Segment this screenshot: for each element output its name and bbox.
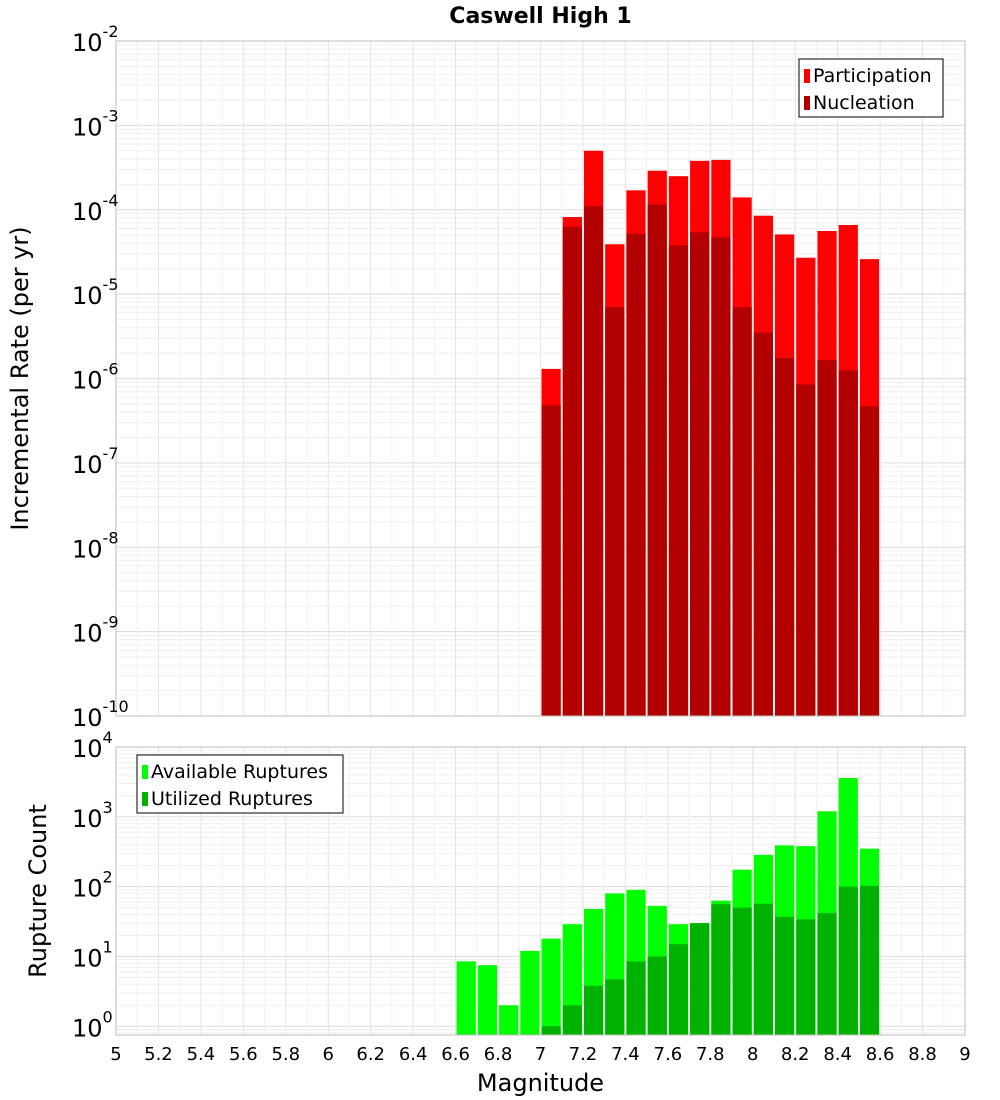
bar [774, 916, 795, 1035]
x-tick-label: 5.4 [187, 1044, 216, 1065]
x-tick-label: 6.2 [356, 1044, 385, 1065]
y-tick-label: 10-5 [72, 275, 119, 310]
bar [583, 985, 604, 1035]
bar [456, 961, 476, 1035]
bar [796, 919, 816, 1035]
bar [562, 1005, 582, 1035]
x-tick-label: 7.6 [654, 1044, 683, 1065]
x-tick-label: 5.2 [144, 1044, 173, 1065]
bar [838, 370, 858, 716]
x-tick-label: 6 [323, 1044, 334, 1065]
bar [626, 961, 646, 1035]
legend-label: Available Ruptures [151, 761, 328, 783]
bar [520, 950, 540, 1035]
y-tick-label: 10-10 [72, 697, 129, 732]
chart-panel-2: 100 101 102 103 104 Rupture Count Available Ru… [24, 728, 971, 1097]
x-tick-label: 7.4 [611, 1044, 640, 1065]
legend: Participation Nucleation [798, 58, 944, 118]
bar [499, 1005, 519, 1035]
bar [541, 405, 561, 716]
bar [583, 206, 604, 716]
y-ticks: 10-10 10-9 10-8 10-7 10-6 10-5 10-4 10-3 10-2 [72, 22, 129, 732]
grid [115, 41, 966, 717]
x-tick-label: 5 [110, 1044, 121, 1065]
x-tick-label: 6.4 [399, 1044, 428, 1065]
bar [690, 923, 710, 1035]
bar [605, 307, 625, 716]
legend-swatch [804, 69, 810, 83]
bar [817, 912, 837, 1035]
bar [647, 956, 667, 1035]
bar [477, 965, 498, 1035]
legend-box [798, 58, 944, 118]
y-tick-label: 10-8 [72, 528, 119, 563]
x-tick-label: 8.6 [866, 1044, 895, 1065]
y-ticks: 100 101 102 103 104 [72, 728, 113, 1042]
x-axis-label: Magnitude [477, 1069, 604, 1097]
x-tick-label: 7 [535, 1044, 546, 1065]
plot-frame [115, 746, 966, 1036]
legend-label: Nucleation [813, 92, 915, 114]
bar [838, 886, 858, 1035]
y-tick-label: 10-2 [72, 22, 119, 57]
legend-swatch [142, 765, 148, 779]
legend-label: Participation [813, 65, 932, 87]
bar [647, 204, 667, 717]
bar [541, 938, 561, 1035]
y-tick-label: 10-7 [72, 444, 119, 479]
series-2 [541, 885, 880, 1035]
x-tick-label: 7.2 [569, 1044, 598, 1065]
bar [796, 384, 816, 716]
x-tick-label: 7.8 [696, 1044, 725, 1065]
bar [753, 332, 773, 716]
y-tick-label: 10-6 [72, 360, 119, 395]
legend-label: Utilized Ruptures [151, 788, 313, 810]
x-tick-label: 8.8 [908, 1044, 937, 1065]
chart-title: Caswell High 1 [449, 4, 631, 29]
y-tick-label: 10-9 [72, 613, 119, 648]
plot-frame [115, 40, 966, 717]
bar [859, 885, 880, 1035]
x-tick-label: 5.8 [271, 1044, 300, 1065]
x-ticks: 5 5.2 5.4 5.6 5.8 6 6.2 6.4 6.6 6.8 7 7.2 7.4 7.6 7.8 8… [110, 1044, 970, 1065]
y-axis-label: Incremental Rate (per yr) [6, 226, 34, 530]
x-tick-label: 6.6 [441, 1044, 470, 1065]
y-tick-label: 10-3 [72, 106, 119, 141]
legend-swatch [142, 792, 148, 806]
bar [711, 237, 731, 716]
bar [732, 307, 752, 716]
series-2 [541, 204, 880, 717]
y-axis-label: Rupture Count [24, 804, 52, 978]
legend: Available Ruptures Utilized Ruptures [136, 754, 344, 814]
bar [668, 944, 689, 1035]
bar [668, 245, 689, 717]
legend-box [136, 754, 344, 814]
bar [605, 979, 625, 1035]
bar [817, 360, 837, 716]
bar [626, 233, 646, 716]
chart-panel-1: 10-10 10-9 10-8 10-7 10-6 10-5 10-4 10-3 10-2 Inc… [6, 4, 966, 732]
y-tick-label: 103 [72, 798, 113, 833]
y-tick-label: 104 [72, 728, 113, 763]
y-tick-label: 100 [72, 1007, 113, 1042]
bar [859, 406, 880, 716]
bar [753, 903, 773, 1035]
bar [711, 904, 731, 1035]
legend-swatch [804, 96, 810, 110]
bar [562, 226, 582, 716]
bar [541, 1026, 561, 1035]
bar [690, 232, 710, 716]
y-tick-label: 10-4 [72, 191, 119, 226]
x-tick-label: 5.6 [229, 1044, 258, 1065]
bar [774, 357, 795, 716]
y-tick-label: 102 [72, 868, 113, 903]
x-tick-label: 9 [959, 1044, 970, 1065]
bar [732, 907, 752, 1035]
x-tick-label: 8 [747, 1044, 758, 1065]
y-tick-label: 101 [72, 937, 113, 972]
x-tick-label: 8.4 [823, 1044, 852, 1065]
x-tick-label: 6.8 [484, 1044, 513, 1065]
x-tick-label: 8.2 [781, 1044, 810, 1065]
